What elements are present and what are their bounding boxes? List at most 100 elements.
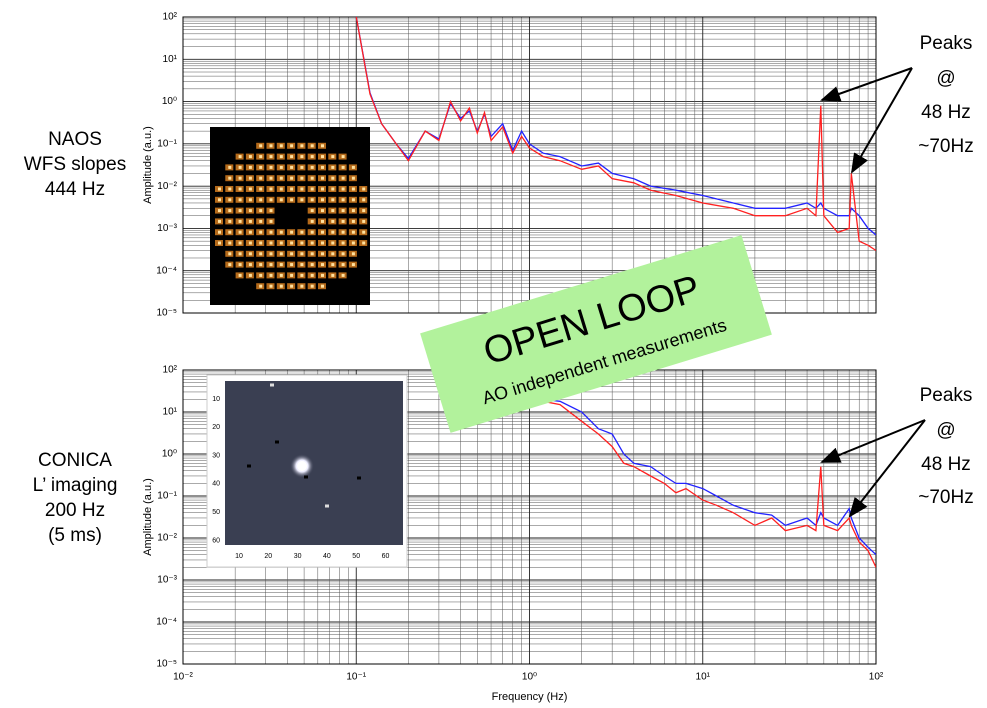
psf-pixel: [357, 476, 361, 480]
wfs-spot-core: [321, 155, 324, 159]
wfs-spot-core: [321, 144, 324, 148]
wfs-spot-core: [259, 165, 263, 169]
wfs-spot-core: [238, 252, 242, 256]
wfs-spot-core: [351, 263, 355, 267]
wfs-spot-core: [279, 187, 283, 191]
wfs-spot-core: [331, 219, 335, 223]
wfs-spot-core: [331, 187, 335, 191]
wfs-spot-core: [331, 165, 335, 169]
wfs-spot-core: [238, 176, 242, 180]
wfs-spot-core: [310, 176, 314, 180]
y-axis-label: Amplitude (a.u.): [142, 126, 154, 204]
wfs-spot-core: [362, 198, 366, 202]
wfs-spot-core: [279, 252, 283, 256]
annotation: @: [936, 420, 955, 441]
wfs-spot-core: [248, 187, 252, 191]
wfs-spot-core: [321, 273, 324, 277]
psf-core: [297, 461, 307, 471]
wfs-spot-core: [238, 209, 242, 213]
wfs-spot-core: [218, 187, 221, 191]
wfs-spot-core: [248, 155, 252, 159]
wfs-spot-core: [248, 263, 252, 267]
wfs-spot-core: [269, 165, 273, 169]
wfs-spot-core: [321, 219, 324, 223]
wfs-spot-core: [248, 273, 252, 277]
wfs-spot-core: [321, 252, 324, 256]
wfs-spot-core: [228, 187, 232, 191]
wfs-spot-core: [279, 263, 283, 267]
wfs-spot-core: [351, 230, 355, 234]
wfs-spot-core: [310, 187, 314, 191]
wfs-spot-core: [228, 165, 232, 169]
wfs-spot-core: [248, 176, 252, 180]
wfs-spot-core: [341, 165, 345, 169]
wfs-spot-core: [341, 219, 345, 223]
wfs-spot-core: [300, 155, 304, 159]
wfs-spot-core: [290, 273, 294, 277]
wfs-spot-core: [310, 165, 314, 169]
side-label: (5 ms): [48, 525, 102, 546]
wfs-spot-core: [321, 165, 324, 169]
wfs-spot-core: [269, 176, 273, 180]
y-tick-label: 10⁰: [162, 96, 177, 107]
y-tick-label: 10⁻²: [157, 533, 177, 544]
wfs-spot-core: [351, 209, 355, 213]
wfs-spot-core: [362, 230, 366, 234]
series-line: [521, 394, 876, 556]
wfs-spot-core: [238, 187, 242, 191]
wfs-spot-core: [269, 144, 273, 148]
wfs-spot-core: [321, 209, 324, 213]
wfs-spot-core: [218, 241, 221, 245]
wfs-spot-core: [248, 209, 252, 213]
wfs-spot-core: [351, 176, 355, 180]
inset-y-tick-label: 50: [212, 509, 220, 516]
psf-pixel: [304, 475, 308, 479]
wfs-spot-core: [228, 176, 232, 180]
wfs-spot-core: [290, 241, 294, 245]
wfs-spot-core: [300, 252, 304, 256]
wfs-spot-core: [300, 241, 304, 245]
wfs-spot-core: [259, 273, 263, 277]
annotation: Peaks: [920, 33, 973, 54]
inset-y-tick-label: 60: [212, 537, 220, 544]
wfs-spot-core: [341, 176, 345, 180]
wfs-spot-core: [290, 198, 294, 202]
wfs-spot-core: [300, 284, 304, 288]
wfs-spot-core: [331, 209, 335, 213]
inset-y-tick-label: 10: [212, 396, 220, 403]
wfs-spot-core: [259, 176, 263, 180]
wfs-spot-core: [351, 165, 355, 169]
wfs-spot-core: [310, 155, 314, 159]
inset-x-tick-label: 40: [323, 553, 331, 560]
wfs-spot-core: [269, 219, 273, 223]
wfs-spot-core: [238, 273, 242, 277]
wfs-spot-core: [279, 284, 283, 288]
wfs-spot-core: [279, 144, 283, 148]
y-tick-label: 10⁻¹: [157, 491, 177, 502]
wfs-spot-core: [259, 230, 263, 234]
wfs-spot-core: [218, 219, 221, 223]
wfs-spot-core: [341, 263, 345, 267]
wfs-spot-core: [248, 252, 252, 256]
inset-x-tick-label: 30: [294, 553, 302, 560]
wfs-spot-core: [300, 176, 304, 180]
wfs-spot-core: [218, 198, 221, 202]
wfs-spot-core: [248, 198, 252, 202]
wfs-spot-core: [269, 187, 273, 191]
wfs-spot-core: [331, 176, 335, 180]
psf-pixel: [270, 383, 274, 387]
wfs-spot-core: [269, 209, 273, 213]
callout-box: [420, 235, 772, 433]
wfs-spot-core: [228, 241, 232, 245]
x-axis-label: Frequency (Hz): [492, 691, 568, 703]
wfs-spot-core: [228, 263, 232, 267]
wfs-spot-core: [290, 155, 294, 159]
wfs-spot-core: [259, 144, 263, 148]
wfs-spot-core: [238, 263, 242, 267]
wfs-spot-core: [341, 209, 345, 213]
wfs-spot-core: [259, 284, 263, 288]
wfs-spot-core: [310, 284, 314, 288]
wfs-spot-core: [269, 284, 273, 288]
wfs-spot-core: [321, 241, 324, 245]
wfs-spot-core: [341, 273, 345, 277]
